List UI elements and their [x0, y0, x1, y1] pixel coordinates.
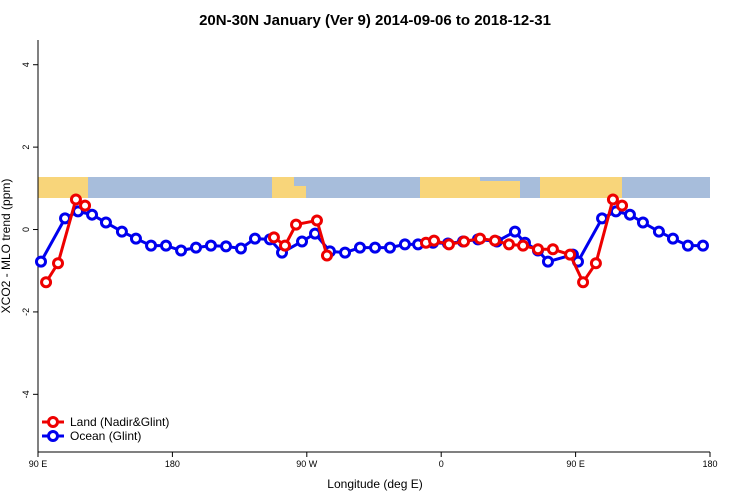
- point: [564, 248, 577, 261]
- point: [159, 239, 172, 252]
- point: [267, 231, 280, 244]
- y-tick-label: 0: [21, 227, 31, 232]
- point: [666, 232, 679, 245]
- point: [189, 241, 202, 254]
- point: [616, 199, 629, 212]
- x-tick-label: 90 E: [566, 459, 585, 469]
- y-tick-label: 4: [21, 62, 31, 67]
- point: [129, 232, 142, 245]
- point: [623, 208, 636, 221]
- point: [69, 193, 82, 206]
- point: [517, 239, 530, 252]
- point: [353, 241, 366, 254]
- point: [458, 235, 471, 248]
- point: [541, 255, 554, 268]
- y-tick-label: 2: [21, 145, 31, 150]
- point: [309, 227, 322, 240]
- point: [428, 234, 441, 247]
- point: [175, 244, 188, 257]
- point: [369, 241, 382, 254]
- x-tick-label: 180: [702, 459, 717, 469]
- point: [278, 239, 291, 252]
- legend-label: Land (Nadir&Glint): [70, 415, 169, 429]
- point: [502, 238, 515, 251]
- point: [398, 238, 411, 251]
- point: [86, 208, 99, 221]
- point: [52, 257, 65, 270]
- point: [442, 238, 455, 251]
- legend-label: Ocean (Glint): [70, 429, 141, 443]
- point: [204, 239, 217, 252]
- x-tick-label: 90 E: [29, 459, 48, 469]
- point: [606, 193, 619, 206]
- point: [310, 214, 323, 227]
- point: [339, 246, 352, 259]
- point: [696, 239, 709, 252]
- x-tick-label: 90 W: [296, 459, 318, 469]
- point: [546, 243, 559, 256]
- point: [34, 255, 47, 268]
- y-tick-label: -4: [21, 390, 31, 398]
- point: [508, 225, 521, 238]
- point: [79, 199, 92, 212]
- point: [320, 249, 333, 262]
- point: [40, 276, 53, 289]
- point: [589, 257, 602, 270]
- point: [234, 242, 247, 255]
- point: [99, 216, 112, 229]
- point: [652, 225, 665, 238]
- legend-marker: [47, 430, 59, 442]
- point: [248, 232, 261, 245]
- point: [115, 225, 128, 238]
- point: [474, 232, 487, 245]
- chart-title: 20N-30N January (Ver 9) 2014-09-06 to 20…: [199, 12, 551, 29]
- point: [636, 216, 649, 229]
- point: [681, 239, 694, 252]
- point: [290, 218, 303, 231]
- point: [145, 239, 158, 252]
- point: [596, 212, 609, 225]
- y-tick-label: -2: [21, 308, 31, 316]
- x-tick-label: 0: [439, 459, 444, 469]
- point: [296, 235, 309, 248]
- x-axis-label: Longitude (deg E): [327, 477, 422, 491]
- point: [531, 243, 544, 256]
- point: [577, 276, 590, 289]
- x-tick-label: 180: [165, 459, 180, 469]
- point: [220, 240, 233, 253]
- point: [488, 234, 501, 247]
- legend-marker: [47, 416, 59, 428]
- point: [383, 241, 396, 254]
- map-strip: [38, 177, 710, 198]
- y-axis-label: XCO2 - MLO trend (ppm): [0, 179, 13, 314]
